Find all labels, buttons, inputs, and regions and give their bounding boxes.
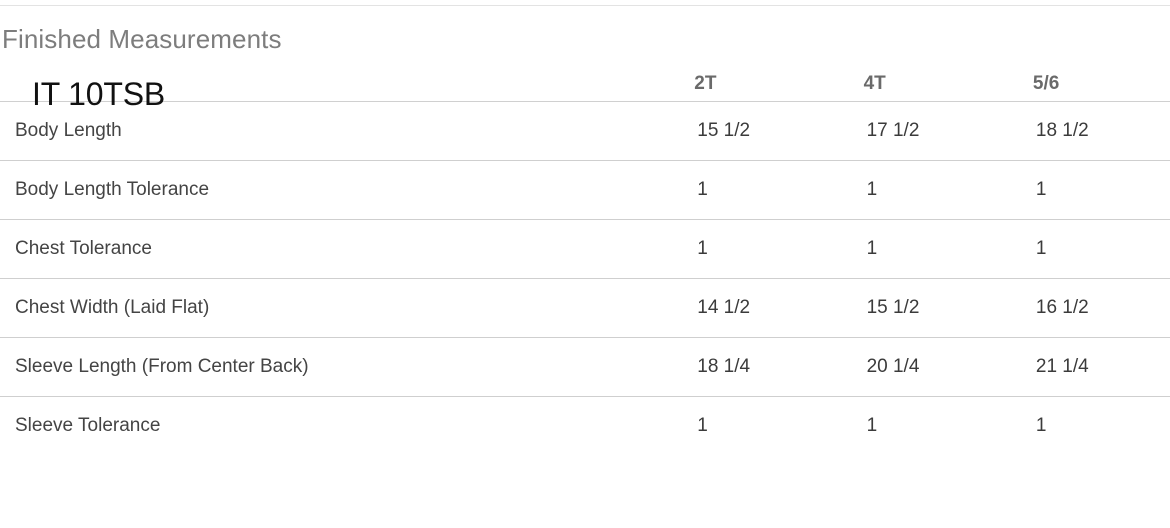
style-code-label: IT 10TSB [32, 76, 165, 112]
cell-5-6: 21 1/4 [1015, 337, 1170, 397]
table-row: Chest Width (Laid Flat) 14 1/2 15 1/2 16… [0, 278, 1170, 338]
page-title: Finished Measurements [2, 24, 282, 54]
cell-5-6: 16 1/2 [1015, 278, 1170, 338]
cell-2t: 18 1/4 [677, 337, 847, 397]
cell-5-6: 1 [1035, 415, 1047, 436]
row-label: Sleeve Length (From Center Back) [0, 337, 678, 397]
column-header-size-4t: 4T [846, 66, 1016, 102]
row-label: Chest Tolerance [0, 219, 678, 279]
cell-2t: 1 [697, 415, 708, 436]
cell-4t: 1 [846, 160, 1016, 220]
table-row: Body Length 15 1/2 17 1/2 18 1/2 [0, 101, 1170, 161]
table-header-row: 2T 4T 5/6 [0, 66, 1170, 102]
table-body: Body Length 15 1/2 17 1/2 18 1/2 Body Le… [0, 101, 1170, 456]
cell-2t: 14 1/2 [677, 278, 847, 338]
cell-5-6: 1 [1015, 160, 1170, 220]
table-header: 2T 4T 5/6 [0, 66, 1170, 102]
row-label: Chest Width (Laid Flat) [0, 278, 678, 338]
cell-5-6: 18 1/2 [1015, 101, 1170, 161]
column-header-size-2t: 2T [677, 66, 847, 102]
cell-5-6: 1 [1015, 219, 1170, 279]
finished-measurements-table: 2T 4T 5/6 Body Length 15 1/2 17 1/2 18 1… [0, 66, 1170, 455]
cell-4t: 1 [846, 219, 1016, 279]
row-label: Sleeve Tolerance [15, 415, 161, 436]
cell-4t: 17 1/2 [846, 101, 1016, 161]
cell-2t: 15 1/2 [677, 101, 847, 161]
table-row: Chest Tolerance 1 1 1 [0, 219, 1170, 279]
cell-2t: 1 [677, 160, 847, 220]
cell-4t: 20 1/4 [846, 337, 1016, 397]
cell-2t: 1 [677, 219, 847, 279]
top-divider [0, 5, 1170, 6]
cell-4t: 1 [866, 415, 878, 436]
cell-4t: 15 1/2 [846, 278, 1016, 338]
table-row: Body Length Tolerance 1 1 1 [0, 160, 1170, 220]
row-label: Body Length [0, 101, 678, 161]
row-label: Body Length Tolerance [0, 160, 678, 220]
column-header-measurement [0, 66, 678, 102]
table-row: Sleeve Length (From Center Back) 18 1/4 … [0, 337, 1170, 397]
table-row: Sleeve Tolerance 1 1 1 [0, 397, 1170, 456]
column-header-size-5-6: 5/6 [1015, 66, 1170, 102]
